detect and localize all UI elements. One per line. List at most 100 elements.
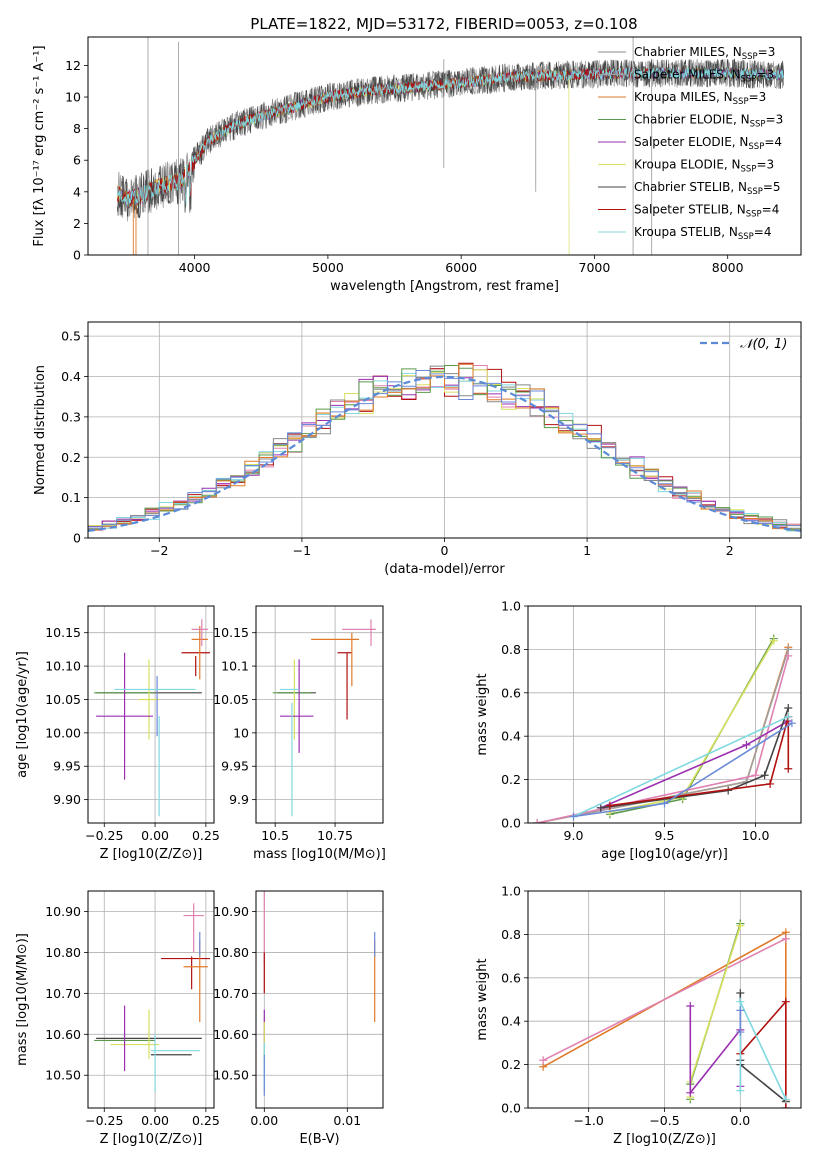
x-tick-label: −1.0 bbox=[573, 1113, 603, 1128]
weight-marker bbox=[781, 934, 790, 943]
weight-series bbox=[600, 707, 790, 809]
legend-subscript: SSP bbox=[742, 52, 758, 62]
y-tick-label: 6 bbox=[73, 153, 81, 168]
y-axis-label: age [log10(age/yr)] bbox=[15, 651, 30, 778]
x-tick-label: −1 bbox=[293, 543, 311, 558]
y-tick-label: 0 bbox=[73, 248, 81, 263]
weight-marker bbox=[784, 764, 793, 773]
x-axis-label: Z [log10(Z/Z⊙)] bbox=[613, 1132, 716, 1147]
weight-marker bbox=[742, 740, 751, 749]
legend-tail: =3 bbox=[749, 90, 767, 104]
weight-marker bbox=[766, 779, 775, 788]
legend-entry: Chabrier STELIB, NSSP=5 bbox=[634, 180, 781, 197]
y-tick-label: 10.10 bbox=[45, 659, 81, 674]
panel-age_vs_Z: −0.25 0.00 0.25 9.90 9.95 10.00 10.05 10.10 10.1… bbox=[15, 605, 220, 862]
y-tick-label: 10 bbox=[65, 90, 81, 105]
axes-frame bbox=[87, 36, 802, 256]
x-tick-label: −0.25 bbox=[85, 1113, 123, 1128]
weight-marker bbox=[686, 1002, 695, 1011]
x-tick-label: 0.00 bbox=[141, 1113, 169, 1128]
x-axis-label: (data-model)/error bbox=[384, 562, 505, 577]
y-tick-label: 9.90 bbox=[53, 792, 81, 807]
x-tick-label: −2 bbox=[150, 543, 168, 558]
y-tick-label: 10.15 bbox=[45, 625, 81, 640]
normal-curve bbox=[88, 375, 801, 532]
panel-weight_vs_Z: −1.0 −0.5 0.0 0.0 0.2 0.4 0.6 0.8 1.0 Z [log10(Z/… bbox=[475, 884, 802, 1147]
axes-frame bbox=[87, 605, 215, 824]
legend-subscript: SSP bbox=[747, 187, 763, 197]
x-tick-label: 6000 bbox=[445, 260, 477, 275]
y-axis-label: Normed distribution bbox=[33, 365, 48, 495]
y-tick-label: 0.6 bbox=[501, 685, 521, 700]
y-tick-label: 0.4 bbox=[61, 369, 81, 384]
x-tick-label: 0 bbox=[441, 543, 449, 558]
panel-weight_vs_age: 9.0 9.5 10.0 0.0 0.2 0.4 0.6 0.8 1.0 age [log10(a… bbox=[475, 599, 802, 862]
y-tick-label: 4 bbox=[73, 184, 81, 199]
weight-series bbox=[689, 1006, 742, 1096]
weight-series bbox=[573, 715, 789, 818]
y-tick-label: 10.50 bbox=[213, 1068, 249, 1083]
weight-marker bbox=[539, 1056, 548, 1065]
panel-spectrum: 4000 5000 6000 7000 8000 0 2 4 6 8 10 12 wavelength … bbox=[32, 36, 802, 294]
weight-marker bbox=[784, 651, 793, 660]
plot-area bbox=[116, 37, 785, 255]
y-tick-label: 9.95 bbox=[221, 759, 249, 774]
panel-residuals: −2 −1 0 1 2 0 0.1 0.2 0.3 0.4 0.5 (data-model)/erro… bbox=[33, 321, 802, 577]
legend-subscript: SSP bbox=[741, 165, 757, 175]
y-tick-label: 0.3 bbox=[61, 409, 81, 424]
weight-marker bbox=[781, 1095, 790, 1104]
legend-subscript: SSP bbox=[750, 120, 766, 130]
panel-mass_vs_EBV: 0.00 0.01 10.50 10.60 10.70 10.80 10.90 E(B-V) bbox=[213, 890, 384, 1147]
y-tick-label: 10.05 bbox=[45, 692, 81, 707]
y-tick-label: 0.8 bbox=[501, 927, 521, 942]
x-tick-label: 9.0 bbox=[564, 828, 584, 843]
y-tick-label: 0.4 bbox=[501, 1014, 521, 1029]
plot-area bbox=[263, 891, 376, 1096]
x-axis-label: Z [log10(Z/Z⊙)] bbox=[100, 1132, 203, 1147]
weight-marker bbox=[736, 1028, 745, 1037]
y-tick-label: 2 bbox=[73, 216, 81, 231]
y-tick-label: 10.70 bbox=[213, 986, 249, 1001]
x-tick-label: 7000 bbox=[579, 260, 611, 275]
x-tick-label: 1 bbox=[583, 543, 591, 558]
x-tick-label: 10.75 bbox=[317, 828, 353, 843]
x-axis-label: age [log10(age/yr)] bbox=[601, 847, 728, 862]
y-tick-label: 10.70 bbox=[45, 986, 81, 1001]
legend-subscript: SSP bbox=[748, 142, 764, 152]
legend-entry: Kroupa MILES, NSSP=3 bbox=[634, 90, 766, 107]
legend-entry: Chabrier ELODIE, NSSP=3 bbox=[634, 113, 783, 130]
x-axis-label: Z [log10(Z/Z⊙)] bbox=[100, 847, 203, 862]
histogram-series bbox=[88, 370, 801, 538]
y-tick-label: 10 bbox=[233, 725, 249, 740]
plot-area bbox=[88, 362, 801, 538]
weight-marker bbox=[784, 712, 793, 721]
x-tick-label: 2 bbox=[726, 543, 734, 558]
x-axis-label: mass [log10(M/M⊙)] bbox=[253, 847, 386, 862]
panel-mass_vs_Z: −0.25 0.00 0.25 10.50 10.60 10.70 10.80 10.90 Z … bbox=[15, 890, 220, 1147]
y-tick-label: 0.0 bbox=[501, 1101, 521, 1116]
y-axis-label: mass weight bbox=[475, 673, 490, 755]
y-tick-label: 0 bbox=[73, 531, 81, 546]
y-axis-label: Flux [fλ 10⁻¹⁷ erg cm⁻² s⁻¹ A⁻¹] bbox=[32, 45, 47, 246]
plot-area bbox=[272, 619, 376, 817]
x-tick-label: 10.5 bbox=[261, 828, 289, 843]
weight-marker bbox=[533, 819, 542, 823]
y-tick-label: 10.1 bbox=[221, 659, 249, 674]
y-tick-label: 0.8 bbox=[501, 642, 521, 657]
weight-marker bbox=[605, 801, 614, 810]
y-tick-label: 0.2 bbox=[501, 1057, 521, 1072]
weight-marker bbox=[736, 997, 745, 1006]
spectrum-line bbox=[116, 67, 785, 207]
y-tick-label: 9.95 bbox=[53, 759, 81, 774]
weight-series bbox=[536, 646, 790, 823]
weight-marker bbox=[686, 1088, 695, 1097]
legend-entry: Kroupa ELODIE, NSSP=3 bbox=[634, 158, 774, 175]
y-tick-label: 0.6 bbox=[501, 970, 521, 985]
y-tick-label: 1.0 bbox=[501, 884, 521, 899]
weight-marker bbox=[784, 703, 793, 712]
legend-subscript: SSP bbox=[738, 232, 754, 242]
weight-marker bbox=[569, 812, 578, 821]
legend-tail: =3 bbox=[756, 68, 774, 82]
y-axis-label: mass weight bbox=[475, 958, 490, 1040]
